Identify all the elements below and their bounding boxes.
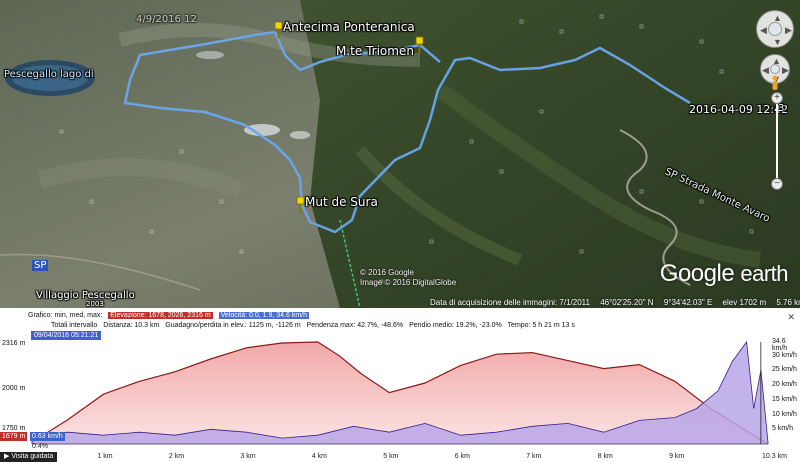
map-view[interactable]: Antecima Ponteranica M.te Triomen Mut de…: [0, 0, 800, 308]
elevation-readout: elev 1702 m: [722, 298, 767, 307]
lake-label: Pescegallo lago di: [4, 69, 94, 80]
placemark-pin-icon[interactable]: [412, 36, 426, 54]
village-label: Villaggio Pescegallo: [36, 290, 135, 301]
x-axis-tick: 4 km: [311, 453, 327, 460]
credit-google: © 2016 Google: [360, 268, 414, 277]
speed-cursor-tag: 0.63 km/h: [30, 432, 65, 441]
right-axis-tick: 10 km/h: [772, 410, 797, 418]
look-control-icon[interactable]: ▲ ▼ ◀ ▶: [756, 10, 794, 48]
logo-google: Google: [659, 260, 735, 287]
elevation-profile-chart[interactable]: [0, 340, 800, 452]
x-axis-tick: 5 km: [383, 453, 399, 460]
speed-stats[interactable]: Velocità: 0.0, 1.9, 34.6 km/h: [218, 312, 309, 319]
x-axis-tick: 8 km: [597, 453, 613, 460]
elevation-gain-loss: Guadagno/perdita in elev.: 1125 m, -1126…: [165, 322, 301, 329]
latitude-readout: 46°02'25.20" N: [600, 298, 654, 307]
right-axis-tick: 5 km/h: [772, 425, 794, 433]
guided-tour-button[interactable]: ▶ Visita guidata: [0, 452, 58, 462]
placemark-label-mut-de-sura[interactable]: Mut de Sura: [305, 195, 378, 209]
placemark-label-antecima[interactable]: Antecima Ponteranica: [283, 20, 415, 34]
track-end-time-label: 2016-04-09 12:42: [689, 103, 789, 116]
zoom-in-icon[interactable]: +: [771, 92, 783, 104]
right-axis-tick: 20 km/h: [772, 381, 797, 389]
track-end-digit: 3: [778, 103, 785, 114]
selected-date: 09/04/2016 05:21:21: [31, 331, 102, 340]
left-axis-tick: 1750 m: [2, 425, 26, 432]
guided-tour-label: Visita guidata: [11, 453, 54, 460]
placemark-pin-icon[interactable]: [271, 21, 285, 39]
right-axis-tick: 15 km/h: [772, 395, 797, 403]
logo-earth: earth: [740, 261, 788, 286]
track-start-time-label: 4/9/2016 12: [136, 14, 197, 25]
speed-area: [31, 340, 769, 445]
pegman-icon[interactable]: [770, 75, 780, 91]
acquisition-date: Data di acquisizione delle immagini: 7/1…: [430, 298, 590, 307]
elevation-profile-panel[interactable]: Grafico: min, med, max: Elevazione: 1678…: [0, 308, 800, 462]
graph-stats-row: Grafico: min, med, max: Elevazione: 1678…: [28, 311, 313, 320]
placemark-pin-icon[interactable]: [293, 196, 307, 214]
google-earth-logo: Google earth: [659, 260, 789, 288]
x-axis-tick: 1 km: [97, 453, 113, 460]
slope-cursor-tag: 0.4%: [32, 443, 48, 450]
x-axis-tick: 7 km: [526, 453, 542, 460]
right-axis-tick: 25 km/h: [772, 366, 797, 374]
elevation-area: [32, 342, 768, 444]
left-axis-tick: 2000 m: [2, 385, 26, 392]
max-slope: Pendenza max: 42.7%, -48.6%: [306, 322, 404, 329]
avg-slope: Pendio medio: 19.2%, -23.0%: [409, 322, 502, 329]
x-axis-tick: 3 km: [240, 453, 256, 460]
right-axis-tick: 34.6 km/h: [772, 338, 788, 352]
imagery-credits: © 2016 Google Image © 2016 DigitalGlobe: [360, 268, 456, 288]
left-axis-tick: 2316 m: [2, 340, 26, 347]
distance-total: Distanza: 10.3 km: [103, 322, 160, 329]
satellite-terrain: [0, 0, 800, 308]
play-icon: ▶: [4, 453, 12, 460]
spot-label: 2003: [86, 300, 104, 308]
close-icon[interactable]: ✕: [787, 312, 795, 322]
graph-stats-label: Grafico: min, med, max:: [28, 312, 103, 319]
x-axis-tick: 6 km: [454, 453, 470, 460]
range-totals-label: Totali intervallo: [51, 322, 98, 329]
zoom-slider[interactable]: + −: [771, 92, 783, 190]
range-totals-row: Totali intervallo Distanza: 10.3 km Guad…: [51, 321, 579, 330]
x-axis-tick: 2 km: [168, 453, 185, 460]
longitude-readout: 9°34'42.03" E: [663, 298, 713, 307]
total-time: Tempo: 5 h 21 m 13 s: [507, 322, 575, 329]
map-status-bar: Data di acquisizione delle immagini: 7/1…: [430, 298, 800, 307]
x-axis-tick: 10.3 km: [762, 453, 787, 460]
elevation-stats[interactable]: Elevazione: 1678, 2026, 2316 m: [108, 312, 213, 319]
elevation-line: [31, 341, 769, 445]
elevation-cursor-tag: 1679 m: [0, 432, 28, 441]
zoom-out-icon[interactable]: −: [771, 178, 783, 190]
placemark-label-triomen[interactable]: M.te Triomen: [336, 44, 414, 58]
x-axis-tick: 9 km: [669, 453, 685, 460]
right-axis-tick: 30 km/h: [772, 351, 797, 359]
eye-altitude-readout: 5.76 km: [776, 298, 800, 307]
road-sign-icon: SP: [32, 260, 49, 271]
credit-digitalglobe: Image © 2016 DigitalGlobe: [360, 278, 457, 287]
